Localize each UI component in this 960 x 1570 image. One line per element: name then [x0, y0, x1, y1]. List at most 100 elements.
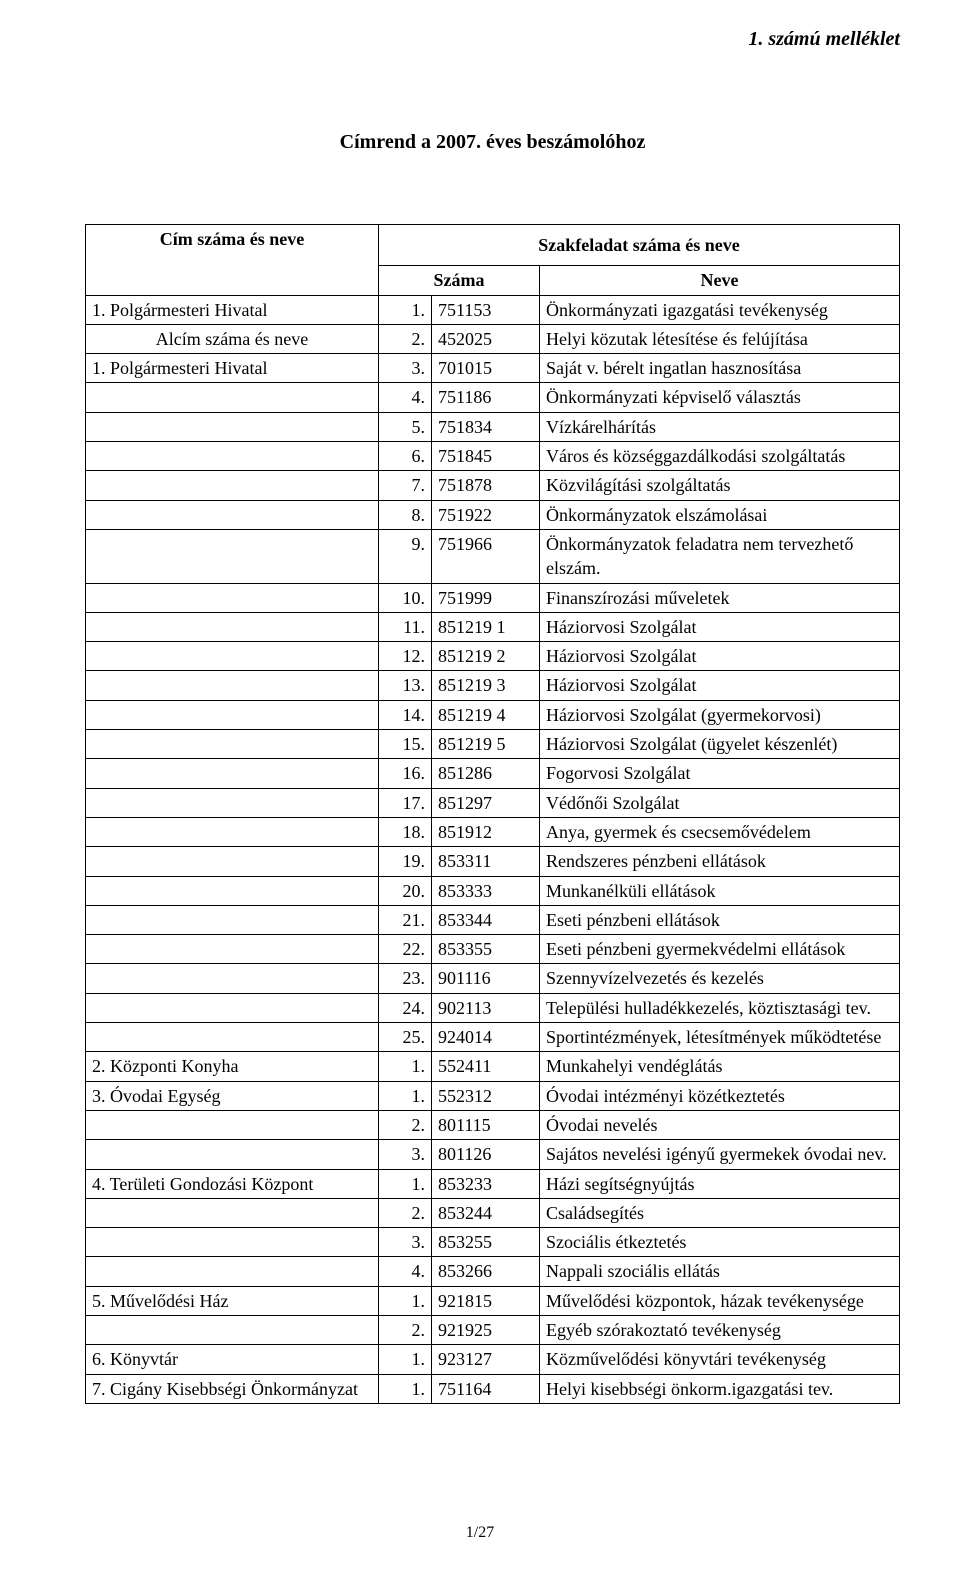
cell-desc: Eseti pénzbeni gyermekvédelmi ellátások: [540, 935, 900, 964]
cell-code: 751186: [432, 383, 540, 412]
cell-cim: [86, 788, 379, 817]
cell-cim: 7. Cigány Kisebbségi Önkormányzat: [86, 1374, 379, 1403]
document-page: 1. számú melléklet Címrend a 2007. éves …: [0, 0, 960, 1570]
header-szama: Száma: [379, 266, 540, 295]
cell-code: 924014: [432, 1023, 540, 1052]
cell-cim: [86, 817, 379, 846]
cell-cim: [86, 383, 379, 412]
cell-code: 552312: [432, 1081, 540, 1110]
cell-cim: [86, 847, 379, 876]
cell-cim: [86, 905, 379, 934]
cell-code: 751834: [432, 412, 540, 441]
cell-code: 901116: [432, 964, 540, 993]
cell-code: 452025: [432, 324, 540, 353]
cell-num: 1.: [379, 1374, 432, 1403]
table-row: 8.751922Önkormányzatok elszámolásai: [86, 500, 900, 529]
cell-cim: 5. Művelődési Ház: [86, 1286, 379, 1315]
cell-desc: Rendszeres pénzbeni ellátások: [540, 847, 900, 876]
cell-num: 2.: [379, 1110, 432, 1139]
cell-code: 801115: [432, 1110, 540, 1139]
cell-desc: Vízkárelhárítás: [540, 412, 900, 441]
cell-desc: Sportintézmények, létesítmények működtet…: [540, 1023, 900, 1052]
table-row: 1. Polgármesteri Hivatal1.751153Önkormán…: [86, 295, 900, 324]
table-row: 19.853311Rendszeres pénzbeni ellátások: [86, 847, 900, 876]
cell-cim: [86, 759, 379, 788]
cell-cim: 1. Polgármesteri Hivatal: [86, 354, 379, 383]
table-row: 5. Művelődési Ház1.921815Művelődési közp…: [86, 1286, 900, 1315]
cell-num: 5.: [379, 412, 432, 441]
table-row: Alcím száma és neve2.452025Helyi közutak…: [86, 324, 900, 353]
cell-desc: Házi segítségnyújtás: [540, 1169, 900, 1198]
table-header-row-1: Cím száma és neve Szakfeladat száma és n…: [86, 225, 900, 266]
table-row: 4. Területi Gondozási Központ1.853233Ház…: [86, 1169, 900, 1198]
cell-code: 851219 1: [432, 612, 540, 641]
cell-num: 25.: [379, 1023, 432, 1052]
cell-cim: [86, 935, 379, 964]
cell-desc: Háziorvosi Szolgálat: [540, 642, 900, 671]
cell-code: 751999: [432, 583, 540, 612]
table-row: 13.851219 3Háziorvosi Szolgálat: [86, 671, 900, 700]
header-szakfeladat: Szakfeladat száma és neve: [379, 225, 900, 266]
cell-desc: Védőnői Szolgálat: [540, 788, 900, 817]
cell-desc: Város és községgazdálkodási szolgáltatás: [540, 442, 900, 471]
cell-cim: 3. Óvodai Egység: [86, 1081, 379, 1110]
table-row: 11.851219 1Háziorvosi Szolgálat: [86, 612, 900, 641]
cell-desc: Művelődési központok, házak tevékenysége: [540, 1286, 900, 1315]
cell-cim: [86, 612, 379, 641]
cell-code: 853233: [432, 1169, 540, 1198]
cell-code: 853311: [432, 847, 540, 876]
cell-cim: 4. Területi Gondozási Központ: [86, 1169, 379, 1198]
cell-num: 15.: [379, 730, 432, 759]
table-row: 16.851286Fogorvosi Szolgálat: [86, 759, 900, 788]
cell-cim: [86, 642, 379, 671]
cell-code: 851219 5: [432, 730, 540, 759]
cell-code: 921815: [432, 1286, 540, 1315]
cell-cim: [86, 730, 379, 759]
cell-num: 1.: [379, 1169, 432, 1198]
cell-cim: [86, 671, 379, 700]
cell-code: 801126: [432, 1140, 540, 1169]
cell-cim: [86, 1110, 379, 1139]
header-neve: Neve: [540, 266, 900, 295]
cell-num: 3.: [379, 1140, 432, 1169]
cell-desc: Háziorvosi Szolgálat: [540, 671, 900, 700]
appendix-label: 1. számú melléklet: [85, 28, 900, 51]
table-row: 6.751845Város és községgazdálkodási szol…: [86, 442, 900, 471]
cell-num: 8.: [379, 500, 432, 529]
cell-code: 853344: [432, 905, 540, 934]
table-row: 2. Központi Konyha1.552411Munkahelyi ven…: [86, 1052, 900, 1081]
cell-code: 851219 4: [432, 700, 540, 729]
cell-num: 1.: [379, 295, 432, 324]
table-row: 6. Könyvtár1.923127Közművelődési könyvtá…: [86, 1345, 900, 1374]
cell-cim: [86, 412, 379, 441]
cell-cim: [86, 1198, 379, 1227]
cell-desc: Közművelődési könyvtári tevékenység: [540, 1345, 900, 1374]
cell-desc: Háziorvosi Szolgálat: [540, 612, 900, 641]
cell-num: 1.: [379, 1081, 432, 1110]
cell-code: 921925: [432, 1315, 540, 1344]
table-row: 12.851219 2Háziorvosi Szolgálat: [86, 642, 900, 671]
cell-cim: [86, 442, 379, 471]
table-row: 22.853355Eseti pénzbeni gyermekvédelmi e…: [86, 935, 900, 964]
table-row: 14.851219 4Háziorvosi Szolgálat (gyermek…: [86, 700, 900, 729]
cell-cim: [86, 1140, 379, 1169]
cell-cim: [86, 700, 379, 729]
cell-num: 18.: [379, 817, 432, 846]
cell-code: 751922: [432, 500, 540, 529]
table-row: 9.751966Önkormányzatok feladatra nem ter…: [86, 529, 900, 583]
table-row: 2.921925Egyéb szórakoztató tevékenység: [86, 1315, 900, 1344]
cell-code: 851286: [432, 759, 540, 788]
cell-code: 701015: [432, 354, 540, 383]
table-row: 4.853266Nappali szociális ellátás: [86, 1257, 900, 1286]
cell-code: 851219 2: [432, 642, 540, 671]
cell-num: 22.: [379, 935, 432, 964]
cell-cim: [86, 471, 379, 500]
table-row: 7.751878Közvilágítási szolgáltatás: [86, 471, 900, 500]
cell-cim: [86, 583, 379, 612]
cell-num: 23.: [379, 964, 432, 993]
cell-desc: Sajátos nevelési igényű gyermekek óvodai…: [540, 1140, 900, 1169]
cell-cim: [86, 1023, 379, 1052]
cell-code: 751966: [432, 529, 540, 583]
header-cim: Cím száma és neve: [86, 225, 379, 296]
table-row: 17.851297Védőnői Szolgálat: [86, 788, 900, 817]
